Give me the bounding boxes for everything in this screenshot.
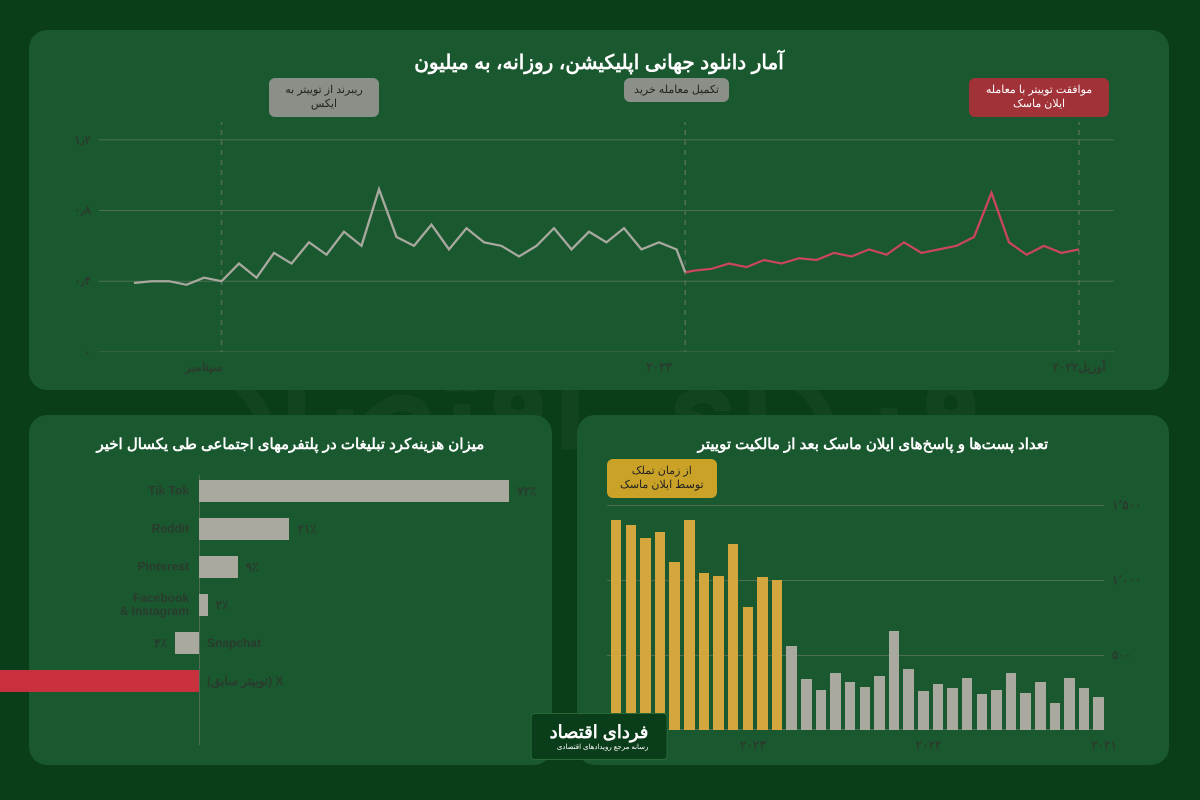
- bar: [904, 669, 915, 731]
- bar: [861, 687, 872, 731]
- hbar-row: ۴٪Snapchat: [200, 627, 523, 659]
- y-tick-label: ۰٫۴: [75, 274, 92, 288]
- bar-chart-area: ۵۰۰۱٬۰۰۰۱٬۵۰۰۲۰۲۱۲۰۲۲۲۰۲۳: [608, 505, 1105, 730]
- hbar-chart-area: ۷۲٪Tik Tok۲۱٪Reddit۹٪Pinterest۲٪Facebook…: [60, 475, 523, 745]
- adspend-chart-title: میزان هزینه‌کرد تبلیغات در پلتفرمهای اجت…: [60, 435, 523, 453]
- bar: [758, 577, 769, 730]
- hbar-row: ۷۲٪Tik Tok: [200, 475, 523, 507]
- bar: [802, 679, 813, 730]
- hbar-label: Reddit: [153, 522, 190, 535]
- posts-chart-panel: تعداد پست‌ها و پاسخ‌های ایلان ماسک بعد ا…: [578, 415, 1170, 765]
- bar: [612, 520, 623, 730]
- bar: [744, 607, 755, 730]
- hbar-value: ۴٪: [155, 636, 168, 650]
- bar: [627, 525, 638, 731]
- x-tick-label: ۲۰۲۱: [1092, 738, 1118, 752]
- annotation-musk-deal: موافقت توییتر با معامله ایلان ماسک: [970, 78, 1110, 117]
- bar: [787, 646, 798, 730]
- bar: [714, 576, 725, 730]
- top-chart-panel: آمار دانلود جهانی اپلیکیشن، روزانه، به م…: [30, 30, 1170, 390]
- bar: [817, 690, 828, 731]
- bar: [729, 544, 740, 730]
- hbar-value: ۷۲٪: [518, 484, 537, 498]
- bar: [875, 676, 886, 730]
- hbar-label: Pinterest: [139, 560, 190, 573]
- bar: [1065, 678, 1076, 731]
- bar: [641, 538, 652, 730]
- bar: [1080, 688, 1091, 730]
- bar: [934, 684, 945, 731]
- hbar-value: ۲۱٪: [298, 522, 317, 536]
- annotation-ownership: از زمان تملک توسط ایلان ماسک: [608, 459, 718, 498]
- posts-chart-title: تعداد پست‌ها و پاسخ‌های ایلان ماسک بعد ا…: [608, 435, 1140, 453]
- x-tick-label: آوریل۲۰۲۲: [1053, 360, 1106, 374]
- annotation-deal-complete: تکمیل معامله خرید: [625, 78, 730, 102]
- x-tick-label: سپتامبر: [186, 360, 224, 374]
- bar: [1036, 682, 1047, 730]
- y-tick-label: ۰: [86, 345, 92, 359]
- hbar-label: Facebook & Instagram: [121, 592, 190, 618]
- logo-sub: رسانه مرجع رویدادهای اقتصادی: [551, 743, 650, 751]
- hbar-row: ۹٪Pinterest: [200, 551, 523, 583]
- line-chart-area: ۰۰٫۴۰٫۸۱٫۲آوریل۲۰۲۲۲۰۲۳سپتامبر: [100, 122, 1115, 352]
- hbar-value: ۹٪: [247, 560, 260, 574]
- bar: [963, 678, 974, 731]
- bar: [700, 573, 711, 731]
- x-tick-label: ۲۰۲۳: [647, 360, 673, 374]
- y-tick-label: ۱٫۲: [75, 133, 92, 147]
- x-tick-label: ۲۰۲۲: [917, 738, 943, 752]
- hbar-label: (توییتر سابق) X: [208, 674, 284, 688]
- bar: [890, 631, 901, 730]
- hbar-row: -۵۴٪(توییتر سابق) X: [200, 665, 523, 697]
- top-chart-title: آمار دانلود جهانی اپلیکیشن، روزانه، به م…: [60, 50, 1140, 75]
- brand-logo: فردای اقتصاد رسانه مرجع رویدادهای اقتصاد…: [532, 713, 669, 760]
- bar: [919, 691, 930, 730]
- adspend-chart-panel: میزان هزینه‌کرد تبلیغات در پلتفرمهای اجت…: [30, 415, 553, 765]
- bar: [831, 673, 842, 730]
- logo-main: فردای اقتصاد: [551, 722, 650, 742]
- bar: [846, 682, 857, 730]
- bar: [1021, 693, 1032, 730]
- hbar-row: ۲۱٪Reddit: [200, 513, 523, 545]
- bar: [670, 562, 681, 730]
- y-tick-label: ۰٫۸: [75, 203, 92, 217]
- hbar-label: Tik Tok: [149, 484, 190, 497]
- bar: [948, 688, 959, 730]
- hbar-value: ۲٪: [217, 598, 230, 612]
- hbar-label: Snapchat: [208, 636, 262, 650]
- bar: [978, 694, 989, 730]
- bar: [1007, 673, 1018, 730]
- annotation-rebrand: ریبرند از توییتر به ایکس: [270, 78, 380, 117]
- bar: [1051, 703, 1062, 730]
- hbar-row: ۲٪Facebook & Instagram: [200, 589, 523, 621]
- x-tick-label: ۲۰۲۳: [741, 738, 767, 752]
- bar: [773, 580, 784, 730]
- bar: [1094, 697, 1105, 730]
- bar: [992, 690, 1003, 731]
- bar: [685, 520, 696, 730]
- bar: [656, 532, 667, 730]
